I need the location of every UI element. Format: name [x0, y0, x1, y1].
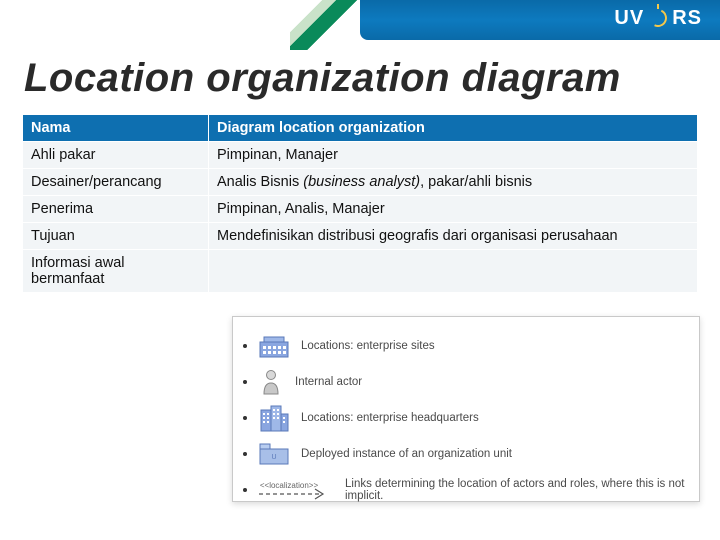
table-row: Penerima Pimpinan, Analis, Manajer [23, 196, 698, 223]
table-cell-value: Pimpinan, Analis, Manajer [209, 196, 698, 223]
logo-text-right: RS [672, 7, 702, 30]
enterprise-hq-icon [257, 405, 291, 431]
legend-label: Locations: enterprise headquarters [301, 412, 479, 424]
legend-label: Internal actor [295, 376, 362, 388]
legend-item: Internal actor [239, 369, 693, 395]
org-unit-icon: U [257, 441, 291, 467]
table-cell-value: Mendefinisikan distribusi geografis dari… [209, 223, 698, 250]
legend-item: U Deployed instance of an organization u… [239, 441, 693, 467]
table-header-left: Nama [23, 115, 209, 142]
table-cell-value: Pimpinan, Manajer [209, 142, 698, 169]
legend-label: Locations: enterprise sites [301, 340, 435, 352]
bullet-icon [243, 452, 247, 456]
bullet-icon [243, 488, 247, 492]
table-cell-label: Ahli pakar [23, 142, 209, 169]
bullet-icon [243, 344, 247, 348]
legend-item: Locations: enterprise headquarters [239, 405, 693, 431]
legend-panel: Locations: enterprise sites Internal act… [232, 316, 700, 502]
logo-sun-icon [647, 7, 669, 29]
legend-item: <<localization>> Links determining the l… [239, 477, 693, 503]
legend-item: Locations: enterprise sites [239, 333, 693, 359]
table-cell-label: Informasi awal bermanfaat [23, 250, 209, 293]
page-title: Location organization diagram [24, 56, 621, 101]
enterprise-site-icon [257, 333, 291, 359]
definition-table: Nama Diagram location organization Ahli … [22, 114, 698, 293]
table-header-row: Nama Diagram location organization [23, 115, 698, 142]
svg-text:U: U [271, 454, 276, 461]
logo-text-left: UV [614, 7, 644, 30]
table-row: Desainer/perancang Analis Bisnis (busine… [23, 169, 698, 196]
table-row: Tujuan Mendefinisikan distribusi geograf… [23, 223, 698, 250]
table-cell-label: Tujuan [23, 223, 209, 250]
table-row: Ahli pakar Pimpinan, Manajer [23, 142, 698, 169]
legend-label: Deployed instance of an organization uni… [301, 448, 512, 460]
table-cell-value [209, 250, 698, 293]
legend-label: Links determining the location of actors… [345, 478, 693, 502]
header-diagonal-accent [290, 0, 370, 50]
stereotype-text: <<localization>> [260, 481, 319, 490]
localization-link-icon: <<localization>> [257, 477, 335, 503]
bullet-icon [243, 416, 247, 420]
table-cell-value: Analis Bisnis (business analyst), pakar/… [209, 169, 698, 196]
bullet-icon [243, 380, 247, 384]
table-cell-label: Penerima [23, 196, 209, 223]
internal-actor-icon [257, 369, 285, 395]
header-band: UV RS [0, 0, 720, 48]
logo: UV RS [614, 4, 702, 32]
table-cell-label: Desainer/perancang [23, 169, 209, 196]
table-header-right: Diagram location organization [209, 115, 698, 142]
table-row: Informasi awal bermanfaat [23, 250, 698, 293]
